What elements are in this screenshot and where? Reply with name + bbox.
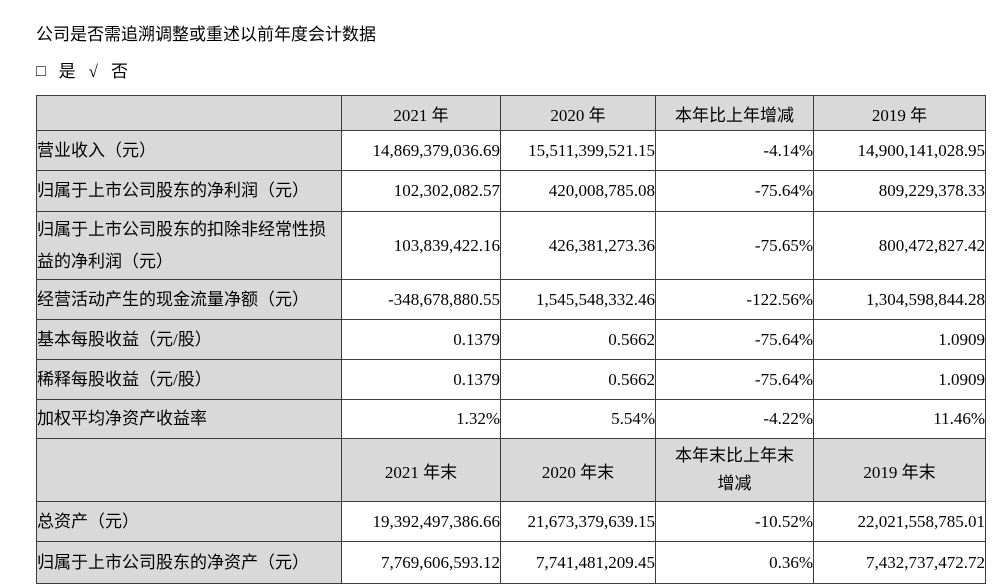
checkmark-icon: √ bbox=[88, 62, 99, 81]
cell-2021: 1.32% bbox=[341, 399, 501, 439]
header-yearend-change: 本年末比上年末 增减 bbox=[655, 438, 814, 502]
row-label: 归属于上市公司股东的扣除非经常性损益的净利润（元） bbox=[36, 211, 342, 280]
header-2020: 2020 年 bbox=[500, 95, 656, 131]
cell-2019: 14,900,141,028.95 bbox=[813, 130, 986, 171]
cell-2020: 21,673,379,639.15 bbox=[500, 501, 656, 542]
option-yes-label: 是 bbox=[58, 62, 76, 81]
row-label: 经营活动产生的现金流量净额（元） bbox=[36, 279, 342, 320]
cell-2021: 102,302,082.57 bbox=[341, 170, 501, 212]
row-label: 基本每股收益（元/股） bbox=[36, 319, 342, 360]
cell-2019: 1.0909 bbox=[813, 359, 986, 400]
cell-2019: 1,304,598,844.28 bbox=[813, 279, 986, 320]
cell-2019: 22,021,558,785.01 bbox=[813, 501, 986, 542]
table-row-weighted-avg-roe: 加权平均净资产收益率 1.32% 5.54% -4.22% 11.46% bbox=[36, 399, 986, 439]
header-empty-cell bbox=[36, 95, 342, 131]
header-2020-yearend: 2020 年末 bbox=[500, 438, 656, 502]
cell-change: -75.64% bbox=[655, 359, 814, 400]
cell-2019: 809,229,378.33 bbox=[813, 170, 986, 212]
row-label: 加权平均净资产收益率 bbox=[36, 399, 342, 439]
yes-no-options: □ 是 √ 否 bbox=[36, 62, 985, 82]
table-row-basic-eps: 基本每股收益（元/股） 0.1379 0.5662 -75.64% 1.0909 bbox=[36, 319, 986, 360]
header-2021: 2021 年 bbox=[341, 95, 501, 131]
cell-2021: 0.1379 bbox=[341, 319, 501, 360]
cell-2019: 11.46% bbox=[813, 399, 986, 439]
cell-2020: 426,381,273.36 bbox=[500, 211, 656, 280]
cell-2021: 19,392,497,386.66 bbox=[341, 501, 501, 542]
cell-change: 0.36% bbox=[655, 541, 814, 584]
row-label: 归属于上市公司股东的净资产（元） bbox=[36, 541, 342, 584]
table-row-revenue: 营业收入（元） 14,869,379,036.69 15,511,399,521… bbox=[36, 130, 986, 171]
row-label: 稀释每股收益（元/股） bbox=[36, 359, 342, 400]
cell-change: -75.64% bbox=[655, 170, 814, 212]
cell-change: -75.65% bbox=[655, 211, 814, 280]
cell-2021: 0.1379 bbox=[341, 359, 501, 400]
financial-summary-table: 2021 年 2020 年 本年比上年增减 2019 年 营业收入（元） 14,… bbox=[36, 95, 986, 584]
table-row-net-profit: 归属于上市公司股东的净利润（元） 102,302,082.57 420,008,… bbox=[36, 170, 986, 212]
table-row-net-assets: 归属于上市公司股东的净资产（元） 7,769,606,593.12 7,741,… bbox=[36, 541, 986, 584]
checkbox-unchecked-icon: □ bbox=[36, 63, 46, 80]
cell-2021: 14,869,379,036.69 bbox=[341, 130, 501, 171]
table-row-net-profit-excl-nonrecurring: 归属于上市公司股东的扣除非经常性损益的净利润（元） 103,839,422.16… bbox=[36, 211, 986, 280]
cell-change: -4.14% bbox=[655, 130, 814, 171]
table-row-diluted-eps: 稀释每股收益（元/股） 0.1379 0.5662 -75.64% 1.0909 bbox=[36, 359, 986, 400]
row-label: 归属于上市公司股东的净利润（元） bbox=[36, 170, 342, 212]
header-2019: 2019 年 bbox=[813, 95, 986, 131]
header-2019-yearend: 2019 年末 bbox=[813, 438, 986, 502]
cell-change: -10.52% bbox=[655, 501, 814, 542]
cell-2020: 7,741,481,209.45 bbox=[500, 541, 656, 584]
cell-2019: 7,432,737,472.72 bbox=[813, 541, 986, 584]
cell-2020: 0.5662 bbox=[500, 319, 656, 360]
cell-2019: 1.0909 bbox=[813, 319, 986, 360]
header-2021-yearend: 2021 年末 bbox=[341, 438, 501, 502]
row-label: 营业收入（元） bbox=[36, 130, 342, 171]
header-yearend-change-line1: 本年末比上年末 bbox=[675, 446, 794, 466]
row-label: 总资产（元） bbox=[36, 501, 342, 542]
cell-2019: 800,472,827.42 bbox=[813, 211, 986, 280]
header-empty-cell bbox=[36, 438, 342, 502]
cell-2020: 420,008,785.08 bbox=[500, 170, 656, 212]
table-header-annual: 2021 年 2020 年 本年比上年增减 2019 年 bbox=[36, 95, 986, 131]
question-text: 公司是否需追溯调整或重述以前年度会计数据 bbox=[36, 25, 376, 44]
header-yoy-change: 本年比上年增减 bbox=[655, 95, 814, 131]
table-header-yearend: 2021 年末 2020 年末 本年末比上年末 增减 2019 年末 bbox=[36, 438, 986, 502]
header-yearend-change-line2: 增减 bbox=[717, 474, 752, 493]
table-row-total-assets: 总资产（元） 19,392,497,386.66 21,673,379,639.… bbox=[36, 501, 986, 542]
cell-2020: 0.5662 bbox=[500, 359, 656, 400]
cell-2020: 5.54% bbox=[500, 399, 656, 439]
cell-change: -4.22% bbox=[655, 399, 814, 439]
table-row-operating-cash-flow: 经营活动产生的现金流量净额（元） -348,678,880.55 1,545,5… bbox=[36, 279, 986, 320]
cell-change: -75.64% bbox=[655, 319, 814, 360]
option-no-label: 否 bbox=[111, 62, 129, 81]
cell-2020: 15,511,399,521.15 bbox=[500, 130, 656, 171]
cell-2021: 7,769,606,593.12 bbox=[341, 541, 501, 584]
cell-2020: 1,545,548,332.46 bbox=[500, 279, 656, 320]
cell-2021: 103,839,422.16 bbox=[341, 211, 501, 280]
cell-2021: -348,678,880.55 bbox=[341, 279, 501, 320]
cell-change: -122.56% bbox=[655, 279, 814, 320]
